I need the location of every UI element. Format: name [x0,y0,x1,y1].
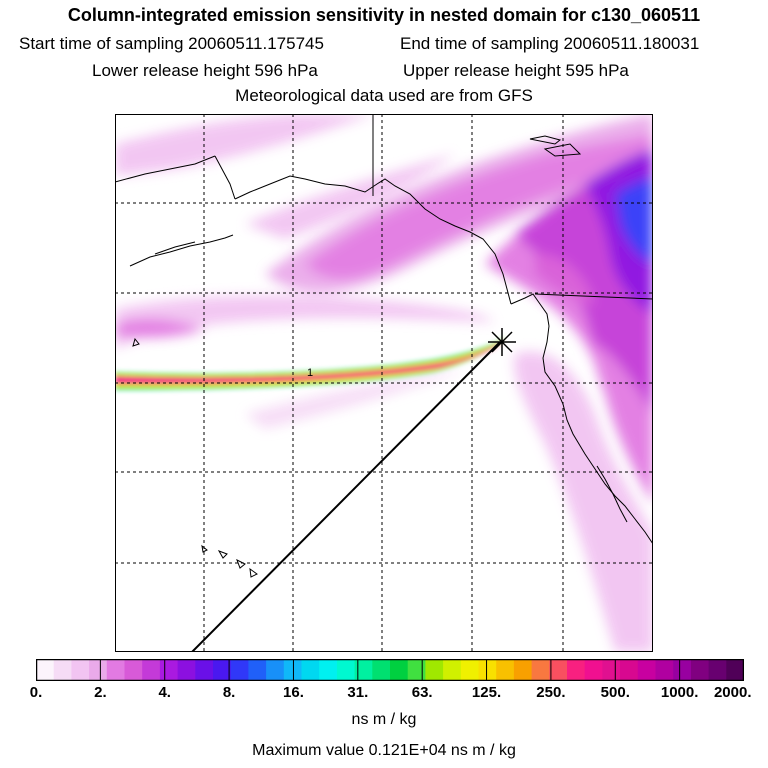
colorbar-cell [36,659,55,681]
plume [115,336,505,390]
colorbar-cell [690,659,710,681]
colorbar-cell [460,659,480,681]
colorbar-tick-label: 125. [471,684,502,701]
colorbar-cell [159,659,179,681]
colorbar-tick-label: 0. [29,684,43,701]
colorbar-cell [283,659,303,681]
coastlines [115,114,653,578]
colorbar-cell [89,659,108,681]
colorbar-cell [478,659,497,681]
colorbar-cell [142,659,161,681]
colorbar-tick-label: 16. [283,684,304,701]
colorbar-cell [266,659,285,681]
colorbar-cell [602,659,621,681]
max-value-label: Maximum value 0.121E+04 ns m / kg [252,742,516,759]
map-frame [115,114,653,652]
colorbar-cell [584,659,603,681]
met-data-label: Meteorological data used are from GFS [235,86,533,105]
end-time-label: End time of sampling 20060511.180031 [400,34,700,53]
colorbar-cell [319,659,338,681]
colorbar-tick-label: 2000. [713,684,752,701]
colorbar-cell [637,659,657,681]
colorbar-cell [655,659,674,681]
colorbar-cell [336,659,356,681]
colorbar-cell [71,659,90,681]
colorbar-cell [443,659,462,681]
colorbar-tick-label: 500. [600,684,630,701]
colorbar-cell [620,659,639,681]
colorbar-tick-label: 31. [347,684,369,701]
release-point-star-icon [488,328,516,356]
flight-track-line [191,341,501,652]
colorbar-tick-label: 1000. [660,684,699,701]
start-time-label: Start time of sampling 20060511.175745 [19,34,324,53]
colorbar-cell [53,659,72,681]
colorbar-cell [213,659,232,681]
colorbar-cell [354,659,373,681]
colorbar-cell [425,659,444,681]
figure-title: Column-integrated emission sensitivity i… [67,5,701,25]
plume-number-label: 1 [307,367,313,379]
colorbar-cell [124,659,143,681]
colorbar [36,659,744,681]
colorbar-cell [390,659,409,681]
colorbar-cell [407,659,426,681]
colorbar-cell [726,659,744,681]
colorbar-cell [301,659,320,681]
colorbar-tick-label: 250. [536,684,566,701]
colorbar-cell [248,659,267,681]
colorbar-cell [513,659,533,681]
colorbar-tick-label: 8. [222,684,236,701]
sensitivity-field: 1 [115,114,653,652]
colorbar-cell [567,659,586,681]
colorbar-cell [708,659,727,681]
colorbar-cell [549,659,568,681]
colorbar-cell [177,659,196,681]
map-panel: 1 [115,114,653,652]
colorbar-tick-label: 4. [158,684,171,701]
colorbar-cell [106,659,126,681]
colorbar-cell [372,659,391,681]
upper-height-label: Upper release height 595 hPa [403,61,629,80]
colorbar-tick-label: 63. [411,684,433,701]
lower-height-label: Lower release height 596 hPa [92,61,318,80]
colorbar-cell [230,659,249,681]
colorbar-cell [496,659,515,681]
colorbar-cell [531,659,550,681]
colorbar-cell [673,659,692,681]
colorbar-tick-label: 2. [94,684,107,701]
colorbar-unit-label: ns m / kg [351,711,417,728]
colorbar-cell [195,659,214,681]
